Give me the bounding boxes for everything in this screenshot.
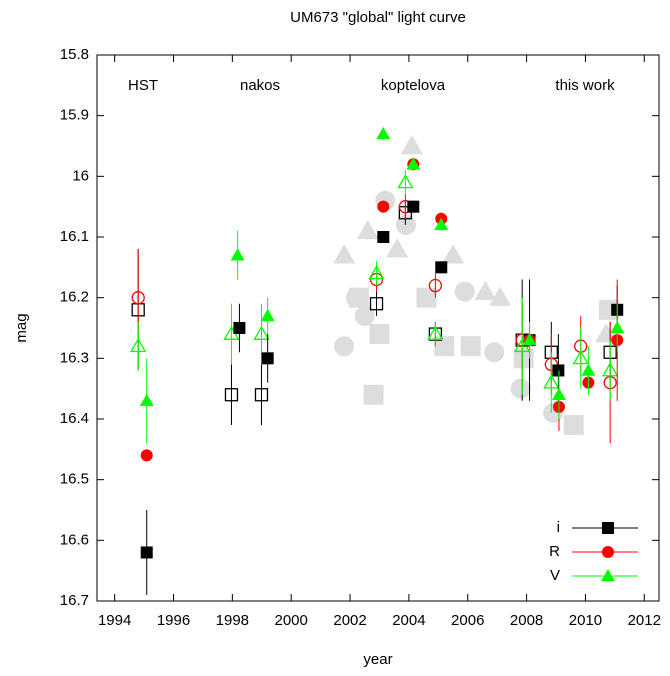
marker bbox=[454, 281, 475, 302]
legend-label: i bbox=[557, 519, 560, 536]
y-tick-label: 16.5 bbox=[60, 471, 89, 488]
x-tick-label: 2004 bbox=[392, 612, 425, 629]
x-tick-label: 2002 bbox=[333, 612, 366, 629]
y-tick-label: 15.8 bbox=[60, 46, 89, 63]
marker bbox=[434, 336, 455, 357]
marker bbox=[460, 336, 481, 357]
marker bbox=[595, 323, 618, 343]
marker bbox=[400, 135, 423, 155]
marker bbox=[253, 325, 270, 340]
marker bbox=[377, 200, 390, 213]
annotation: HST bbox=[128, 77, 158, 94]
marker bbox=[484, 342, 505, 363]
marker bbox=[552, 364, 565, 377]
x-tick-label: 2006 bbox=[451, 612, 484, 629]
y-tick-label: 16.4 bbox=[60, 410, 89, 427]
x-tick-label: 1994 bbox=[98, 612, 131, 629]
x-tick-label: 2012 bbox=[628, 612, 661, 629]
marker bbox=[233, 322, 246, 334]
y-tick-label: 15.9 bbox=[60, 107, 89, 124]
x-tick-label: 1998 bbox=[216, 612, 249, 629]
marker bbox=[395, 214, 416, 235]
marker bbox=[442, 244, 465, 264]
legend-marker bbox=[602, 546, 614, 558]
annotation: this work bbox=[555, 77, 615, 94]
marker bbox=[572, 350, 589, 365]
x-tick-label: 2010 bbox=[569, 612, 602, 629]
marker bbox=[368, 265, 385, 280]
x-axis-label: year bbox=[363, 651, 392, 668]
marker bbox=[260, 308, 275, 322]
marker bbox=[416, 287, 437, 308]
marker bbox=[334, 336, 355, 357]
marker bbox=[139, 393, 154, 407]
marker bbox=[407, 200, 420, 213]
plot-frame bbox=[96, 54, 660, 602]
marker bbox=[140, 546, 153, 559]
legend-label: R bbox=[549, 543, 560, 560]
y-tick-label: 16.6 bbox=[60, 531, 89, 548]
marker bbox=[131, 291, 145, 305]
annotation: koptelova bbox=[381, 77, 446, 94]
y-tick-label: 16.3 bbox=[60, 349, 89, 366]
x-tick-label: 2000 bbox=[275, 612, 308, 629]
marker bbox=[363, 384, 384, 405]
marker bbox=[397, 174, 414, 189]
y-tick-label: 16.2 bbox=[60, 289, 89, 306]
chart-title: UM673 "global" light curve bbox=[290, 9, 466, 26]
marker bbox=[369, 324, 390, 345]
marker bbox=[602, 362, 619, 377]
marker bbox=[474, 280, 497, 300]
marker bbox=[406, 157, 421, 170]
annotation: nakos bbox=[240, 77, 280, 94]
marker bbox=[230, 248, 245, 261]
marker bbox=[354, 305, 375, 326]
marker bbox=[513, 348, 534, 369]
marker bbox=[386, 238, 409, 258]
marker bbox=[581, 363, 596, 376]
marker bbox=[551, 387, 566, 400]
y-tick-label: 16.1 bbox=[60, 228, 89, 245]
marker bbox=[254, 388, 269, 402]
marker bbox=[543, 374, 560, 389]
marker bbox=[140, 449, 153, 462]
legend-marker bbox=[602, 522, 614, 534]
marker bbox=[261, 352, 274, 365]
marker bbox=[489, 286, 512, 306]
marker bbox=[427, 325, 444, 340]
marker bbox=[510, 378, 531, 399]
x-tick-label: 2008 bbox=[510, 612, 543, 629]
marker bbox=[345, 287, 366, 308]
marker bbox=[369, 297, 384, 311]
x-tick-label: 1996 bbox=[157, 612, 190, 629]
marker bbox=[333, 244, 356, 264]
y-tick-label: 16.7 bbox=[60, 592, 89, 609]
marker bbox=[376, 126, 391, 140]
legend-label: V bbox=[550, 567, 560, 584]
marker bbox=[435, 261, 448, 274]
y-tick-label: 16 bbox=[72, 167, 89, 184]
marker bbox=[428, 278, 443, 293]
marker bbox=[224, 388, 239, 402]
marker bbox=[130, 337, 147, 353]
legend-marker bbox=[601, 569, 615, 582]
marker bbox=[356, 219, 379, 240]
marker bbox=[377, 231, 390, 243]
marker bbox=[610, 321, 625, 334]
marker bbox=[522, 333, 537, 346]
y-axis-label: mag bbox=[13, 313, 30, 342]
marker bbox=[563, 415, 584, 436]
marker bbox=[434, 217, 449, 231]
